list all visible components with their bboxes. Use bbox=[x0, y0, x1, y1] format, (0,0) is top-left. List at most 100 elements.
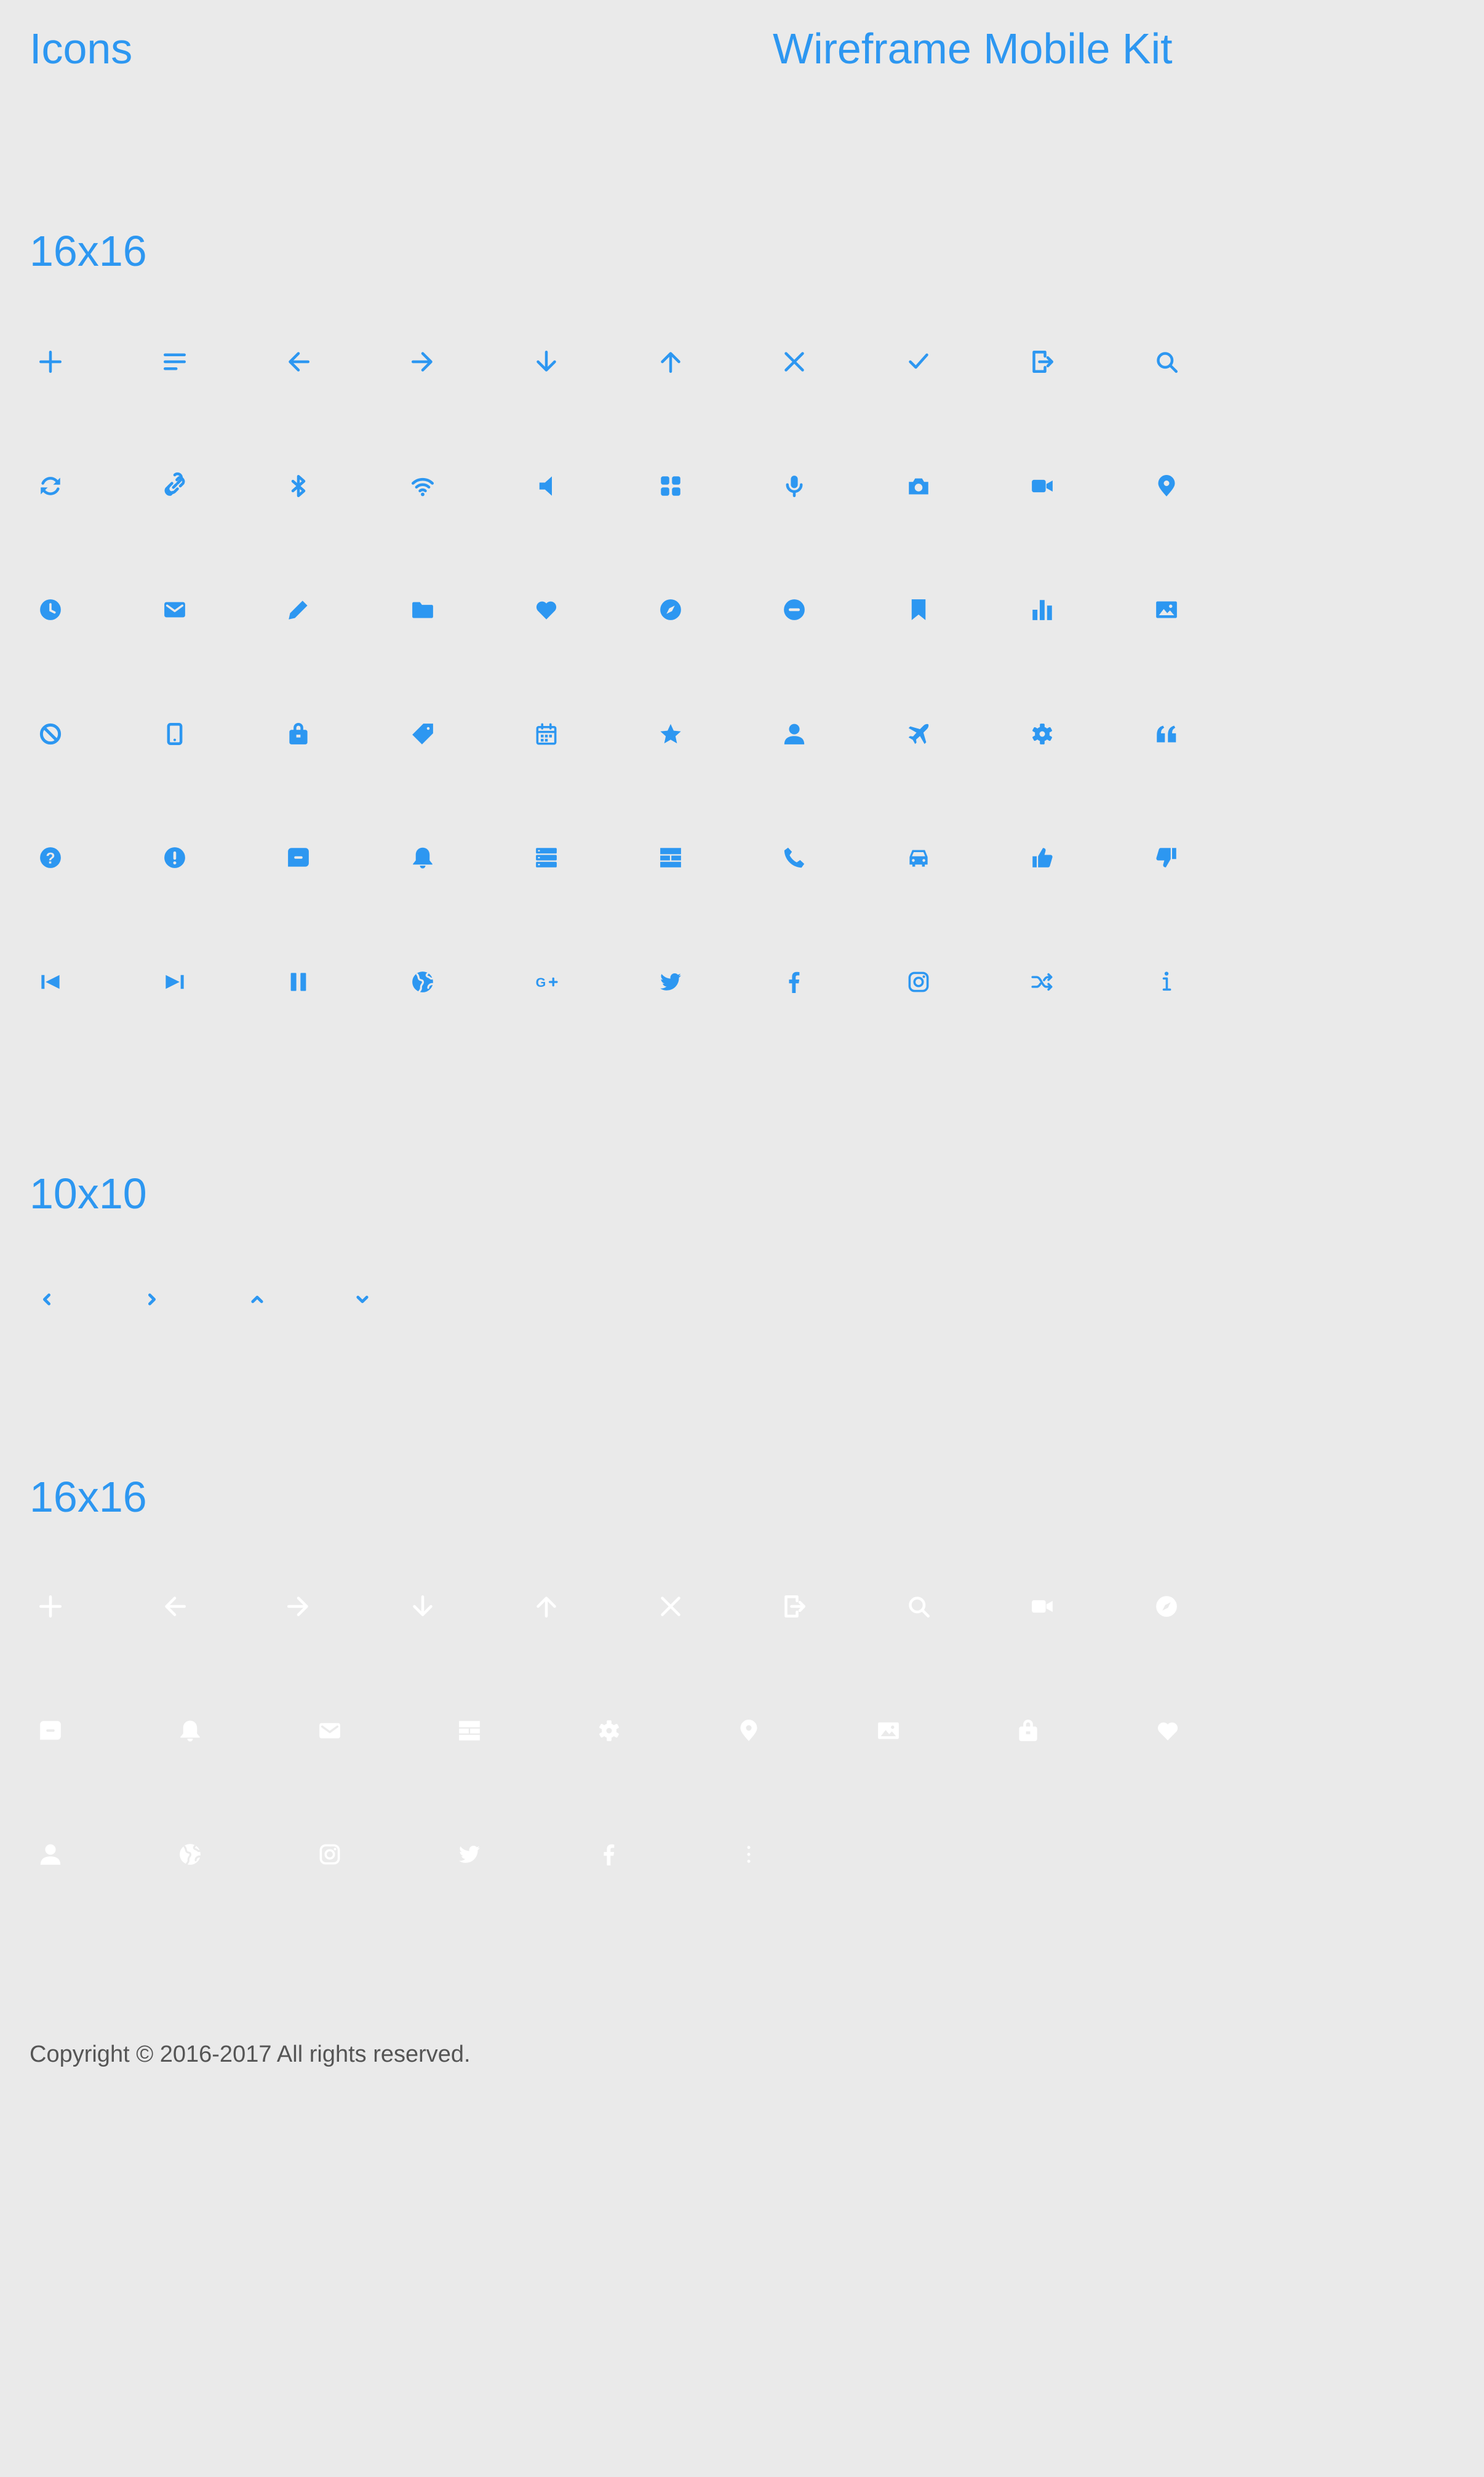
icon-cell bbox=[287, 1595, 412, 1720]
heart-icon bbox=[1157, 1722, 1178, 1741]
icon-cell bbox=[164, 847, 288, 971]
folder-icon bbox=[412, 602, 433, 618]
volume-icon bbox=[539, 476, 552, 496]
icon-cell bbox=[908, 599, 1032, 723]
chat-bubble-icon bbox=[40, 1721, 61, 1740]
icon-cell bbox=[39, 1843, 179, 1968]
arrow-up-icon bbox=[660, 352, 680, 373]
instagram-icon bbox=[319, 1844, 340, 1865]
icon-cell bbox=[660, 723, 784, 847]
compass-icon bbox=[1155, 1596, 1177, 1617]
heart-icon bbox=[536, 601, 557, 620]
icon-cell bbox=[39, 475, 164, 599]
icon-cell bbox=[660, 475, 784, 599]
image-icon bbox=[1155, 601, 1177, 618]
shuffle-icon bbox=[1031, 973, 1053, 991]
icon-cell bbox=[164, 722, 288, 847]
icon-cell bbox=[458, 1720, 598, 1844]
facebook-icon bbox=[789, 971, 800, 993]
compass-icon bbox=[660, 599, 681, 620]
icon-cell bbox=[164, 1595, 288, 1720]
icon-cell bbox=[1155, 351, 1280, 475]
icon-cell bbox=[660, 971, 784, 1095]
shopping-bag-icon bbox=[1019, 1720, 1037, 1741]
icon-cell bbox=[411, 351, 536, 475]
icon-cell bbox=[1155, 599, 1280, 723]
icon-cell bbox=[535, 599, 660, 723]
icon-cell bbox=[660, 599, 784, 723]
icon-cell bbox=[908, 475, 1032, 599]
icon-cell bbox=[535, 475, 660, 599]
section-title-16x16-blue: 16x16 bbox=[30, 227, 147, 275]
icon-grid-16x16-blue: ? G bbox=[39, 351, 1279, 1095]
icon-cell bbox=[877, 1720, 1017, 1844]
icon-cell bbox=[1031, 1595, 1155, 1720]
close-icon bbox=[784, 352, 804, 372]
icon-cell bbox=[535, 722, 660, 847]
icon-cell bbox=[1155, 474, 1280, 599]
icon-cell bbox=[39, 599, 164, 723]
search-icon bbox=[1156, 352, 1178, 373]
tag-icon bbox=[412, 723, 433, 744]
icon-cell bbox=[179, 1720, 319, 1844]
clock-icon bbox=[40, 599, 61, 620]
footer-copyright: Copyright © 2016-2017 All rights reserve… bbox=[30, 2041, 471, 2067]
section-title-16x16-white: 16x16 bbox=[30, 1473, 147, 1521]
close-icon bbox=[660, 1597, 680, 1616]
icon-cell bbox=[145, 1292, 250, 1397]
icon-cell bbox=[1155, 1595, 1280, 1720]
icon-grid-16x16-white-row3 bbox=[39, 1843, 1296, 1968]
more-vertical-icon bbox=[747, 1846, 751, 1863]
skip-back-icon bbox=[41, 975, 60, 989]
icon-cell bbox=[598, 1843, 738, 1968]
icon-cell bbox=[660, 847, 784, 971]
icon-cell bbox=[39, 351, 164, 475]
icon-cell bbox=[1031, 475, 1155, 599]
chevron-right-icon bbox=[148, 1293, 156, 1306]
icon-cell bbox=[783, 351, 908, 475]
camera-icon bbox=[908, 478, 928, 494]
user-icon bbox=[40, 1844, 61, 1865]
wifi-icon bbox=[411, 477, 434, 496]
bookmark-icon bbox=[911, 599, 925, 620]
icon-cell bbox=[1155, 971, 1280, 1095]
twitter-icon bbox=[459, 1846, 480, 1863]
icon-cell bbox=[355, 1292, 460, 1397]
icon-cell bbox=[535, 351, 660, 475]
bar-chart-icon bbox=[1032, 600, 1052, 620]
arrow-left-icon bbox=[164, 1597, 186, 1616]
chevron-left-icon bbox=[43, 1293, 50, 1306]
icon-cell bbox=[1031, 351, 1155, 475]
icon-cell bbox=[411, 475, 536, 599]
check-icon bbox=[908, 353, 928, 369]
google-plus-icon: G bbox=[536, 975, 558, 989]
icon-cell bbox=[660, 1595, 784, 1720]
refresh-icon bbox=[41, 476, 60, 495]
chat-bubble-icon bbox=[288, 848, 309, 867]
icon-grid-10x10 bbox=[39, 1292, 460, 1397]
pause-icon bbox=[290, 972, 306, 991]
chevron-up-icon bbox=[251, 1296, 263, 1303]
icon-cell bbox=[287, 351, 412, 475]
menu-lines-icon bbox=[163, 353, 186, 370]
video-camera-icon bbox=[1032, 479, 1053, 492]
icon-cell bbox=[908, 847, 1032, 971]
layout-blocks-icon bbox=[660, 848, 681, 868]
icon-cell bbox=[287, 722, 412, 847]
arrow-right-icon bbox=[411, 352, 433, 372]
icon-cell bbox=[738, 1720, 877, 1844]
icon-cell bbox=[1017, 1720, 1157, 1844]
settings-gear-icon bbox=[599, 1720, 619, 1741]
icon-cell bbox=[738, 1843, 877, 1968]
location-pin-icon bbox=[1158, 474, 1175, 497]
user-icon bbox=[784, 724, 805, 744]
link-icon bbox=[164, 472, 185, 496]
svg-text:?: ? bbox=[46, 850, 55, 867]
globe-icon bbox=[180, 1844, 201, 1865]
icon-cell bbox=[1031, 971, 1155, 1095]
icon-grid-16x16-white-row1 bbox=[39, 1595, 1279, 1720]
icon-cell: G bbox=[535, 971, 660, 1095]
twitter-icon bbox=[660, 973, 681, 991]
location-pin-icon bbox=[740, 1720, 757, 1741]
icon-cell bbox=[164, 971, 288, 1095]
